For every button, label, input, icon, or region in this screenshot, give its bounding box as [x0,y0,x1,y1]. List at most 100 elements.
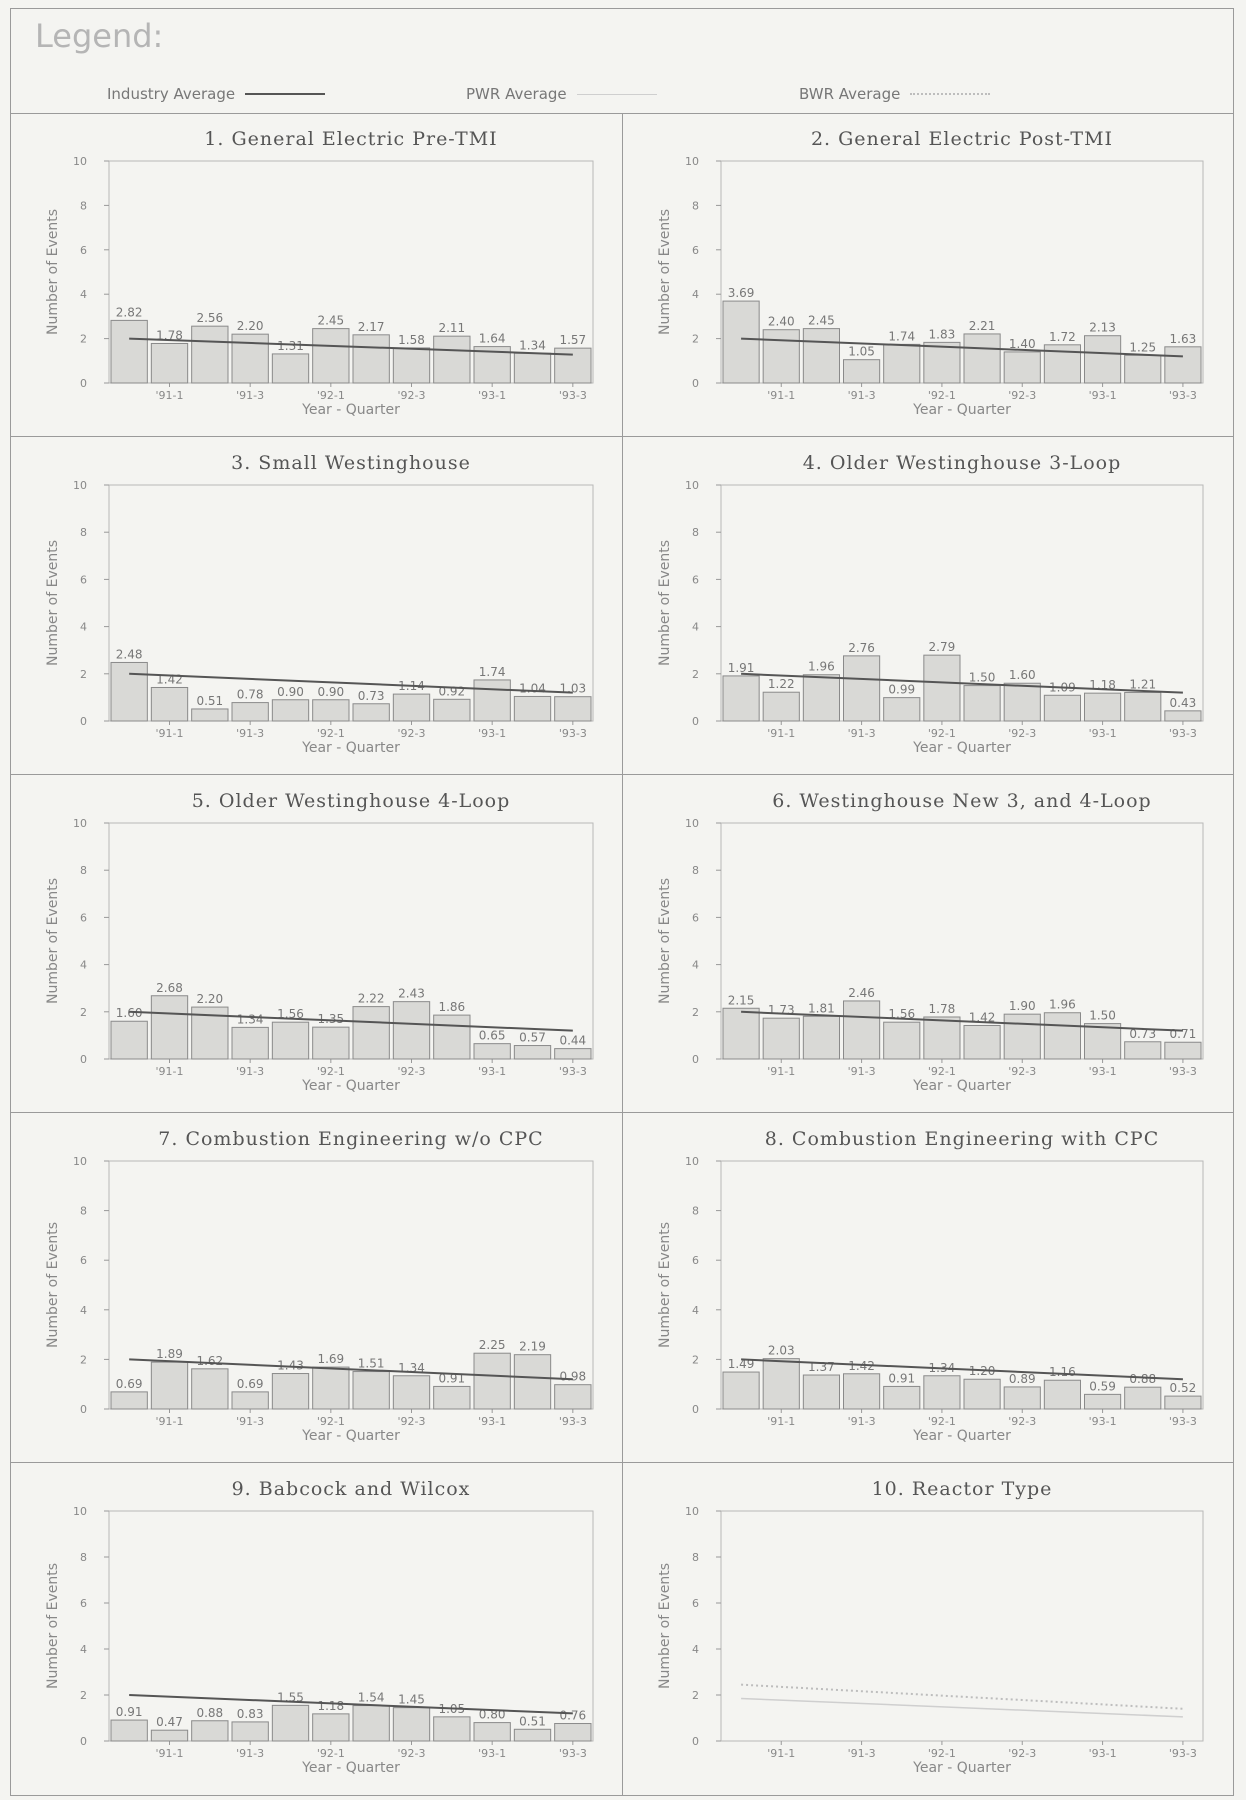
bar [150,1729,189,1742]
bar-data-label: 1.91 [728,661,755,675]
x-tick-label: '91-1 [767,1415,795,1428]
x-tick-label: '92-1 [928,727,956,740]
bar [883,1385,921,1410]
y-tick-label: 0 [80,1735,87,1748]
bar [883,343,921,384]
x-tick-label: '91-1 [767,1065,795,1078]
bar [312,1713,350,1742]
bar [513,1728,552,1742]
chart-panel-10: 10. Reactor Type 0 2 4 6 8 10 Number of Events '… [623,1463,1233,1795]
plot-area [108,160,594,384]
bar-data-label: 1.64 [479,332,506,346]
y-tick-label: 2 [692,1353,699,1366]
bar-data-label: 0.98 [559,1370,586,1384]
bar-data-label: 2.45 [808,314,835,328]
bar-data-label: 1.21 [1129,677,1156,691]
bar-data-label: 0.44 [559,1034,586,1048]
bar [1003,1013,1041,1060]
y-tick-label: 6 [80,573,87,586]
y-tick-label: 10 [73,155,87,168]
x-tick-label: '92-1 [928,1747,956,1760]
bar-data-label: 1.22 [768,677,795,691]
bar [1043,1379,1082,1410]
y-tick-label: 4 [692,288,699,301]
bar-data-label: 0.88 [1129,1372,1156,1386]
chart-title: 9. Babcock and Wilcox [232,1478,471,1500]
bar [473,1352,511,1410]
x-tick-label: '91-3 [848,1065,876,1078]
y-tick-label: 2 [692,333,699,346]
bar [231,702,269,722]
y-tick-label: 10 [73,1505,87,1518]
x-tick-label: '91-1 [156,1415,184,1428]
x-tick-label: '93-3 [559,1747,587,1760]
y-tick-label: 2 [692,1006,699,1019]
bar [352,1705,390,1742]
y-tick-label: 8 [80,526,87,539]
x-axis-label: Year - Quarter [912,402,1011,418]
bar [843,1373,881,1410]
chart-panel-4: 4. Older Westinghouse 3-Loop 0 2 4 6 8 10 Numbe… [623,437,1233,775]
y-tick-label: 4 [80,288,87,301]
bar [513,1354,552,1410]
bar [191,325,229,384]
bar [1124,691,1162,722]
bar-data-label: 0.65 [479,1029,506,1043]
pwr-average-line [741,1697,1183,1718]
x-axis-label: Year - Quarter [301,1078,400,1094]
x-tick-label: '92-3 [398,1415,426,1428]
y-tick-label: 6 [692,911,699,924]
bar [843,1000,881,1060]
bar [191,1720,229,1742]
legend-pwr-label: PWR Average [466,85,567,103]
bar [883,697,921,722]
x-tick-label: '91-1 [156,1747,184,1760]
bar-data-label: 2.45 [317,314,344,328]
x-tick-label: '91-1 [156,1065,184,1078]
bar-data-label: 1.96 [1049,998,1076,1012]
x-tick-label: '93-1 [1089,389,1117,402]
x-tick-label: '93-1 [1089,1747,1117,1760]
bar-data-label: 2.13 [1089,321,1116,335]
x-tick-label: '91-3 [236,727,264,740]
legend-industry-line [245,93,326,95]
x-tick-label: '93-3 [1169,389,1197,402]
y-tick-label: 10 [685,1155,699,1168]
bar-data-label: 2.15 [728,993,755,1007]
bar-data-label: 1.90 [1009,999,1036,1013]
bar [802,1015,840,1060]
y-tick-label: 6 [692,1597,699,1610]
y-tick-label: 8 [80,1551,87,1564]
y-axis-label: Number of Events [657,209,673,335]
bar-data-label: 0.90 [317,685,344,699]
x-axis-label: Year - Quarter [301,402,400,418]
bar-data-label: 1.05 [848,345,875,359]
chart-svg-10: 10. Reactor Type 0 2 4 6 8 10 Number of Events '… [657,1478,1204,1776]
x-tick-label: '91-3 [848,1415,876,1428]
bar-data-label: 2.17 [358,320,385,334]
bar-data-label: 1.81 [808,1001,835,1015]
chart-title: 6. Westinghouse New 3, and 4-Loop [772,790,1151,812]
bar-data-label: 0.69 [237,1377,264,1391]
bar [923,341,961,384]
bar-data-label: 1.40 [1009,337,1036,351]
y-axis-label: Number of Events [45,1563,61,1689]
bar-data-label: 2.56 [196,311,223,325]
x-tick-label: '91-1 [156,727,184,740]
y-axis-label: Number of Events [657,1563,673,1689]
bar [963,1024,1001,1060]
bar [433,1014,471,1060]
x-tick-label: '93-3 [559,727,587,740]
bar [110,319,148,384]
x-tick-label: '92-1 [317,1415,345,1428]
chart-svg-7: 7. Combustion Engineering w/o CPC 0 2 4 6 8 10… [45,1128,594,1444]
bar [271,1704,310,1742]
bar [1084,1023,1122,1060]
bar [312,699,350,722]
y-tick-label: 10 [685,1505,699,1518]
figure-frame: Legend: Industry Average PWR Average BWR… [10,8,1234,1796]
bar-data-label: 1.63 [1170,332,1197,346]
bar-data-label: 2.19 [519,1340,546,1354]
x-tick-label: '92-1 [317,389,345,402]
bar [110,1719,148,1742]
